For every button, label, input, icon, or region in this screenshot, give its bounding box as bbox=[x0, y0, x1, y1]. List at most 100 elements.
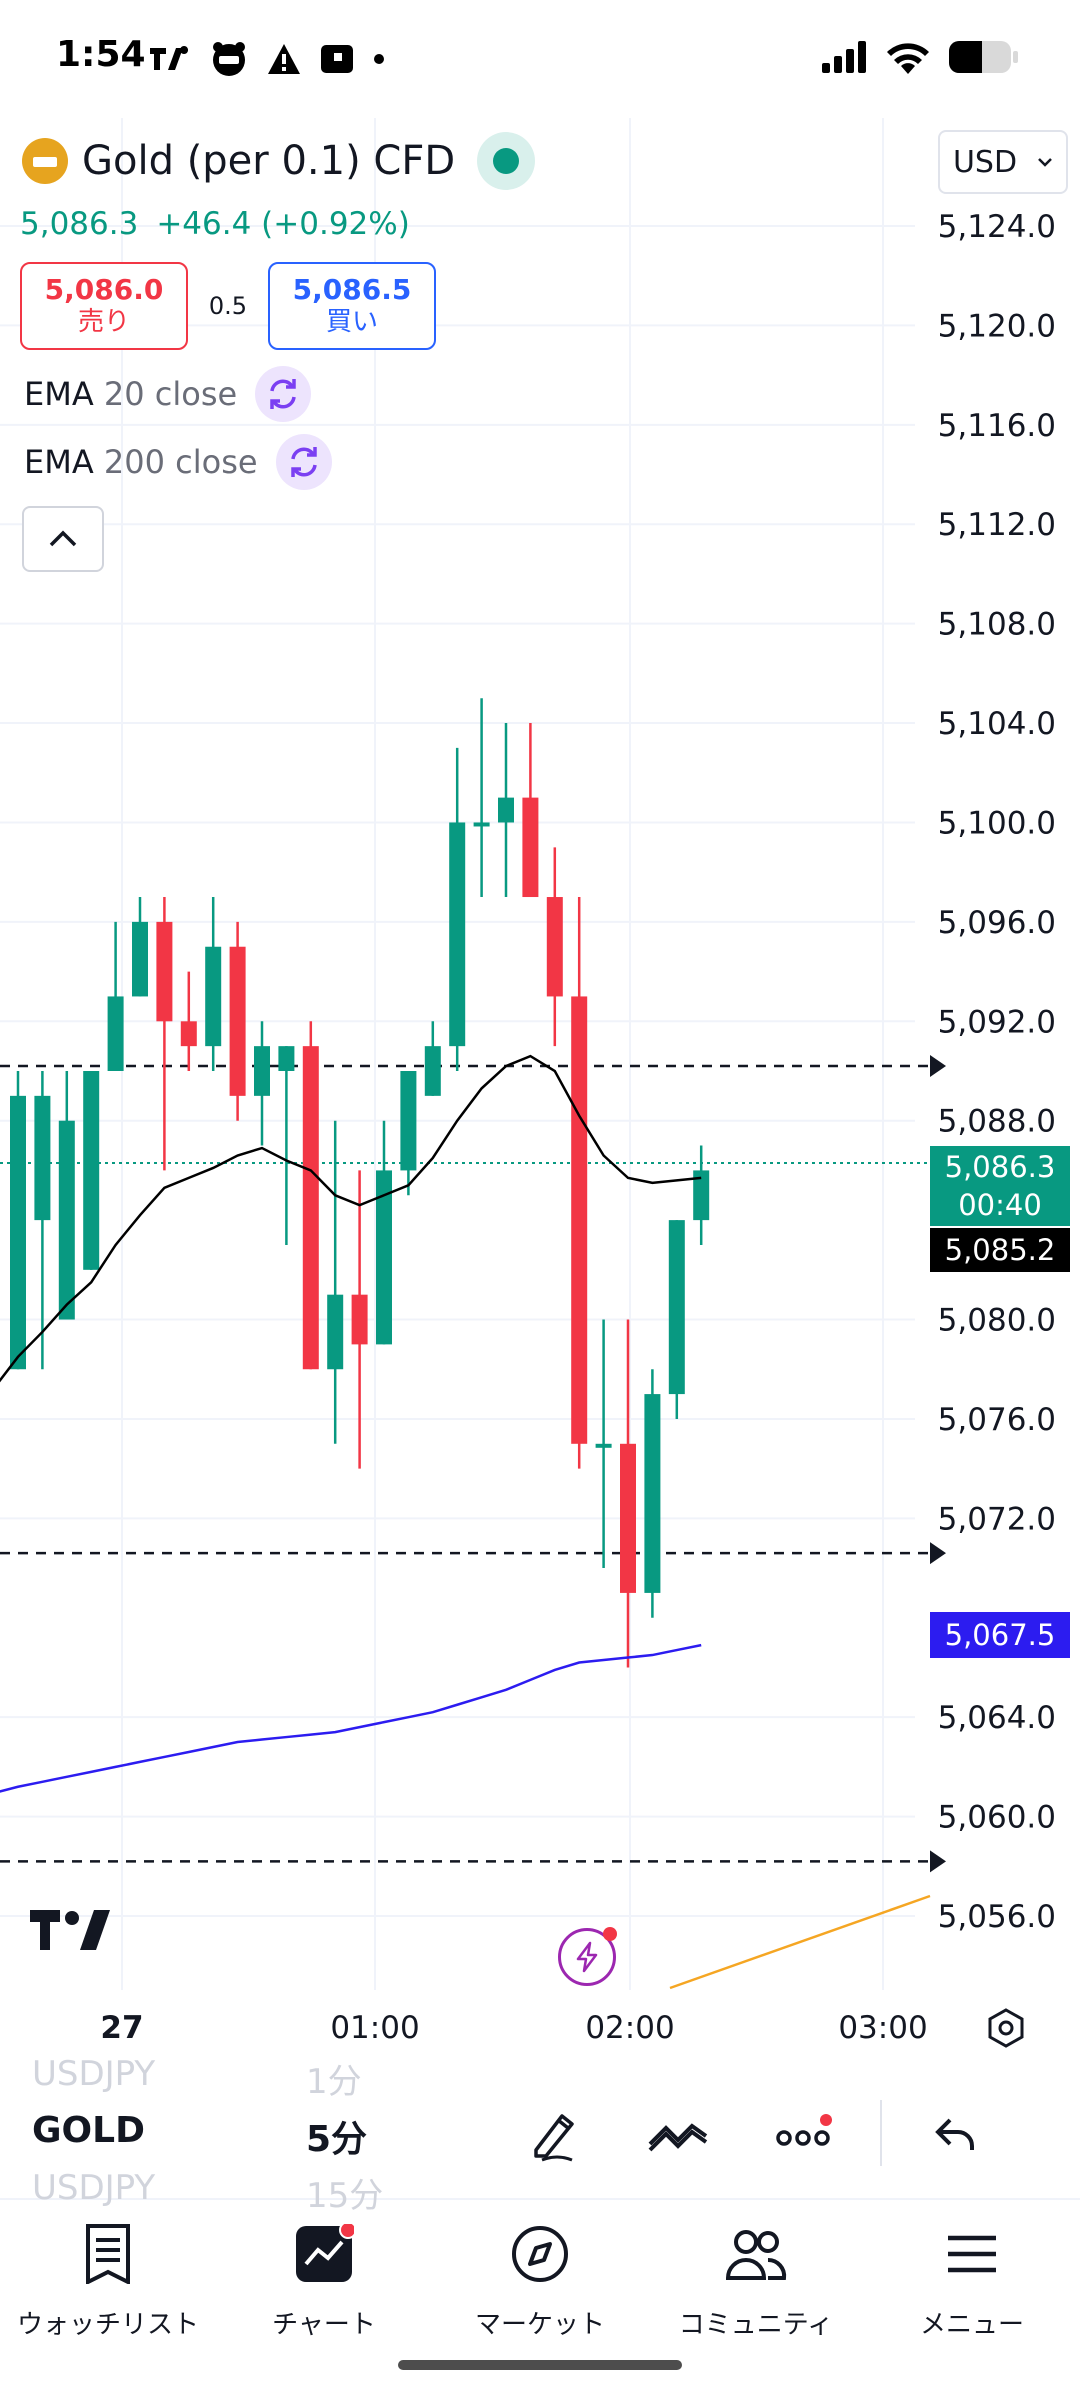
draw-icon bbox=[534, 2114, 574, 2162]
y-axis-tick-label: 5,108.0 bbox=[938, 607, 1056, 643]
level-arrow-icon bbox=[930, 1055, 946, 1078]
candle-body bbox=[498, 797, 514, 823]
y-axis-tick-label: 5,060.0 bbox=[938, 1800, 1056, 1836]
candle-body bbox=[400, 1071, 417, 1171]
indicator-name: EMA bbox=[24, 443, 94, 481]
current-price-label: 5,086.3 00:40 bbox=[930, 1146, 1070, 1226]
symbol-picker-next[interactable]: USDJPY bbox=[32, 2168, 156, 2208]
nav-chart[interactable]: チャート bbox=[216, 2202, 432, 2400]
indicator-name: EMA bbox=[24, 375, 94, 413]
market-icon bbox=[508, 2222, 572, 2286]
ema200-price-label: 5,067.5 bbox=[930, 1612, 1070, 1658]
y-axis-tick-label: 5,104.0 bbox=[938, 706, 1056, 742]
nav-menu[interactable]: メニュー bbox=[864, 2202, 1080, 2400]
symbol-picker-current[interactable]: GOLD bbox=[32, 2110, 145, 2151]
timeframe-picker-prev[interactable]: 1分 bbox=[306, 2062, 362, 2102]
ema20-line bbox=[0, 1054, 702, 1383]
symbol-title[interactable]: Gold (per 0.1) CFD bbox=[82, 138, 456, 184]
more-icon bbox=[776, 2114, 832, 2146]
more-tools-button[interactable] bbox=[772, 2102, 836, 2166]
candle-body bbox=[571, 996, 588, 1444]
nav-label: ウォッチリスト bbox=[16, 2310, 199, 2340]
ema20-price-value: 5,085.2 bbox=[944, 1233, 1056, 1267]
buy-button[interactable]: 5,086.5 買い bbox=[268, 262, 436, 350]
signal-icon bbox=[822, 41, 866, 73]
draw-button[interactable] bbox=[522, 2102, 586, 2166]
currency-select[interactable]: USD bbox=[938, 130, 1068, 194]
candle-body bbox=[620, 1443, 636, 1593]
trend-line bbox=[669, 1894, 931, 1990]
buy-price: 5,086.5 bbox=[292, 273, 412, 306]
price-chart[interactable]: 5,124.0 5,120.0 5,116.0 5,112.0 5,108.0 5,104… bbox=[0, 118, 1080, 2058]
sell-button[interactable]: 5,086.0 売り bbox=[20, 262, 188, 350]
app-icon bbox=[321, 45, 353, 73]
patterns-button[interactable] bbox=[646, 2102, 710, 2166]
indicator-params: 200 close bbox=[103, 443, 258, 481]
chart-toolbar bbox=[0, 2060, 1080, 2200]
timeframe-picker-current[interactable]: 5分 bbox=[306, 2119, 368, 2160]
candle-body bbox=[595, 1443, 612, 1448]
x-axis-tick-label: 01:00 bbox=[330, 2010, 419, 2046]
nav-watchlist[interactable]: ウォッチリスト bbox=[0, 2202, 216, 2400]
last-price: 5,086.3 bbox=[20, 206, 139, 242]
candle-body bbox=[229, 946, 246, 1096]
candle-body bbox=[668, 1220, 685, 1395]
y-axis-tick-label: 5,064.0 bbox=[938, 1700, 1056, 1736]
symbol-picker-prev[interactable]: USDJPY bbox=[32, 2054, 156, 2094]
sell-price: 5,086.0 bbox=[44, 273, 164, 306]
warning-icon bbox=[268, 44, 300, 74]
candle-body bbox=[156, 921, 173, 1022]
candle-body bbox=[107, 996, 124, 1071]
status-notification-icons bbox=[148, 40, 386, 78]
patterns-icon bbox=[648, 2123, 708, 2152]
market-open-indicator[interactable] bbox=[477, 132, 536, 190]
nav-market[interactable]: マーケット bbox=[432, 2202, 648, 2400]
y-axis-tick-label: 5,112.0 bbox=[938, 507, 1056, 543]
candle-body bbox=[327, 1294, 344, 1370]
refresh-icon[interactable] bbox=[275, 434, 332, 490]
y-axis-tick-label: 5,076.0 bbox=[938, 1402, 1056, 1438]
candle-body bbox=[205, 946, 222, 1047]
symbol-header[interactable]: Gold (per 0.1) CFD bbox=[22, 132, 536, 190]
bottom-navigation: ウォッチリスト チャート マーケット コミュニティ メニュー bbox=[0, 2202, 1080, 2400]
buy-label: 買い bbox=[325, 307, 378, 337]
ema200-line bbox=[0, 1643, 702, 1793]
candle-body bbox=[132, 921, 148, 997]
y-axis-tick-label: 5,072.0 bbox=[938, 1501, 1056, 1537]
indicator-ema-20[interactable]: EMA 20 close bbox=[24, 366, 312, 422]
undo-button[interactable] bbox=[924, 2102, 988, 2166]
home-indicator bbox=[398, 2360, 682, 2370]
candle-body bbox=[83, 1071, 100, 1270]
nav-community[interactable]: コミュニティ bbox=[648, 2202, 864, 2400]
y-axis-tick-label: 5,056.0 bbox=[938, 1899, 1056, 1935]
tradingview-icon bbox=[150, 46, 189, 70]
level-arrow-icon bbox=[930, 1850, 946, 1873]
y-axis-tick-label: 5,120.0 bbox=[938, 308, 1056, 344]
refresh-icon[interactable] bbox=[255, 366, 312, 422]
collapse-legend-button[interactable] bbox=[22, 506, 104, 572]
indicator-params: 20 close bbox=[103, 375, 238, 413]
chart-settings-icon[interactable] bbox=[984, 2006, 1028, 2050]
candle-body bbox=[278, 1046, 295, 1071]
x-axis-tick-label: 27 bbox=[100, 2010, 143, 2046]
candle-body bbox=[180, 1021, 197, 1047]
candle-body bbox=[473, 822, 490, 827]
market-status-dot-icon bbox=[493, 148, 520, 174]
watchlist-icon bbox=[76, 2222, 140, 2286]
y-axis-tick-label: 5,096.0 bbox=[938, 905, 1056, 941]
flash-alert-button[interactable] bbox=[558, 1927, 617, 1986]
dot-icon bbox=[374, 54, 384, 64]
indicator-ema-200[interactable]: EMA 200 close bbox=[24, 434, 332, 490]
timeframe-picker-next[interactable]: 15分 bbox=[306, 2176, 384, 2216]
price-change: +46.4 (+0.92%) bbox=[156, 206, 410, 242]
candlestick-chart[interactable]: 5,124.0 5,120.0 5,116.0 5,112.0 5,108.0 5,104… bbox=[0, 118, 1080, 2058]
community-icon bbox=[724, 2222, 788, 2286]
status-time: 1:54 bbox=[56, 34, 146, 75]
candle-body bbox=[449, 822, 466, 1047]
battery-icon bbox=[949, 41, 1018, 73]
menu-icon bbox=[940, 2222, 1004, 2286]
candle-body bbox=[34, 1095, 51, 1221]
lightning-icon bbox=[576, 1941, 598, 1973]
status-bar: 1:54 bbox=[0, 0, 1080, 118]
x-axis-tick-label: 02:00 bbox=[585, 2010, 674, 2046]
